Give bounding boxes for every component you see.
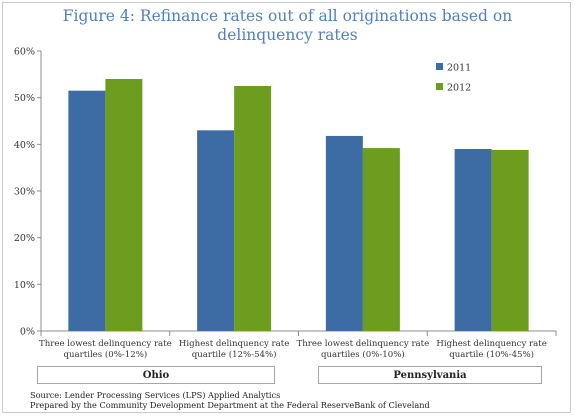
bar-2012-0 — [105, 79, 143, 331]
category-label: Three lowest delinquency rate — [297, 339, 430, 349]
chart-title-line-2: delinquency rates — [217, 26, 358, 44]
category-label: quartiles (0%-12%) — [63, 349, 147, 360]
legend-swatch-2011 — [436, 63, 443, 70]
legend-label-2012: 2012 — [447, 83, 471, 94]
bar-2012-2 — [362, 148, 400, 331]
category-label: quartile (10%-45%) — [449, 349, 534, 360]
category-label: Highest delinquency rate — [179, 339, 289, 349]
group-label-ohio: Ohio — [37, 366, 275, 384]
bar-2012-1 — [234, 86, 272, 331]
category-label: Three lowest delinquency rate — [39, 339, 172, 349]
bar-2011-2 — [325, 135, 363, 331]
y-tick-label: 50% — [14, 93, 35, 104]
y-tick-label: 40% — [14, 140, 35, 151]
y-tick-label: 20% — [14, 233, 35, 244]
bar-2011-1 — [197, 130, 235, 331]
category-label: quartile (12%-54%) — [192, 349, 277, 360]
source-note: Source: Lender Processing Services (LPS)… — [30, 390, 281, 400]
group-label-pennsylvania: Pennsylvania — [318, 366, 542, 384]
bar-2012-3 — [491, 149, 529, 331]
prepared-by-note: Prepared by the Community Development De… — [30, 400, 430, 410]
bar-2011-3 — [454, 149, 492, 331]
y-tick-label: 60% — [14, 47, 35, 58]
category-label: quartiles (0%-10%) — [321, 349, 405, 360]
legend-label-2011: 2011 — [447, 63, 471, 74]
chart-title-line-1: Figure 4: Refinance rates out of all ori… — [62, 7, 513, 25]
bar-2011-0 — [68, 90, 106, 332]
category-label: Highest delinquency rate — [436, 339, 546, 349]
y-tick-label: 0% — [20, 327, 35, 338]
y-tick-label: 10% — [14, 280, 35, 291]
legend-swatch-2012 — [436, 83, 443, 90]
y-tick-label: 30% — [14, 187, 35, 198]
